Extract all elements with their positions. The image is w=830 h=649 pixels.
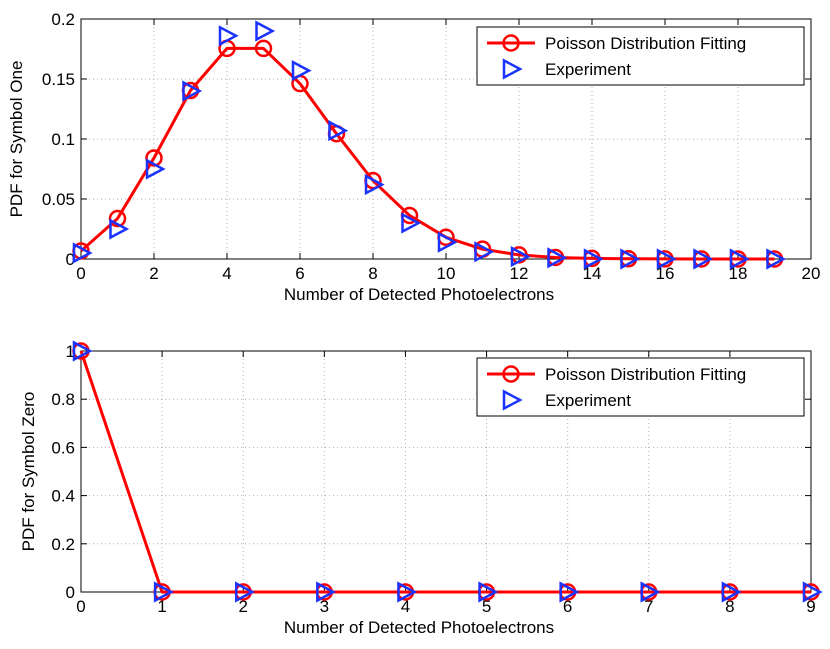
series-2-point [729,248,750,270]
x-tick-label: 9 [806,597,815,616]
series-2-point [437,231,458,253]
x-tick-label: 1 [157,597,166,616]
series-2-point [802,581,823,603]
y-axis-label: PDF for Symbol One [7,61,26,218]
x-tick-label: 20 [802,264,821,283]
series-2-point [153,581,174,603]
series-1-point [502,34,520,52]
y-axis-label: PDF for Symbol Zero [19,392,38,552]
x-tick-label: 16 [656,264,675,283]
x-axis-label: Number of Detected Photoelectrons [284,285,554,304]
series-2-point [255,20,276,42]
legend-label: Experiment [545,391,631,410]
y-tick-label: 0.8 [51,390,75,409]
y-tick-label: 0.2 [51,10,75,29]
series-2-point [620,248,641,270]
series-2-point [474,241,495,263]
series-1-point [502,365,520,383]
series-2-point [583,248,604,270]
y-tick-label: 1 [66,342,75,361]
series-2-point [478,581,499,603]
x-tick-label: 4 [222,264,231,283]
legend-label: Experiment [545,60,631,79]
x-tick-label: 2 [149,264,158,283]
series-2-point [693,248,714,270]
y-tick-label: 0 [66,250,75,269]
series-2-point [364,174,385,196]
series-2-point [328,120,349,142]
x-tick-label: 6 [563,597,572,616]
series-2-point [502,389,523,411]
series-2-point [510,246,531,268]
x-tick-label: 14 [583,264,602,283]
series-2 [72,340,823,603]
series-2-point [766,248,787,270]
y-tick-label: 0.6 [51,438,75,457]
x-tick-label: 12 [510,264,529,283]
legend-entry-1: Poisson Distribution Fitting [487,365,746,384]
x-tick-label: 10 [437,264,456,283]
series-1-line [79,350,811,594]
series-2-point [72,340,93,362]
x-tick-label: 4 [401,597,410,616]
y-tick-label: 0.05 [42,190,75,209]
x-tick-label: 7 [644,597,653,616]
series-2-point [109,218,130,240]
legend: Poisson Distribution Fitting Experiment [476,26,805,86]
legend-entry-2: Experiment [502,389,631,411]
y-tick-label: 0.1 [51,130,75,149]
x-tick-label: 2 [238,597,247,616]
x-tick-label: 8 [368,264,377,283]
series-2-point [397,581,418,603]
series-1-point [254,39,273,58]
series-2-point [640,581,661,603]
series-2-point [234,581,255,603]
x-tick-label: 0 [76,597,85,616]
series-2-point [656,248,677,270]
series-2-point [72,242,93,264]
legend-entry-2: Experiment [502,58,631,80]
series-2-point [218,25,239,47]
series-1-point [108,209,127,228]
series-2-point [145,158,166,180]
series-2-point [721,581,742,603]
x-tick-label: 3 [320,597,329,616]
series-2 [72,20,787,270]
chart-1: 0 2 4 6 8 10 12 14 16 18 20 0 0.05 0.1 0.15 0.2 Number o… [7,10,820,304]
legend: Poisson Distribution Fitting Experiment [476,357,805,417]
series-2-point [182,80,203,102]
series-2-point [316,581,336,603]
x-axis-label: Number of Detected Photoelectrons [284,618,554,637]
x-tick-label: 18 [729,264,748,283]
y-tick-label: 0.4 [51,487,75,506]
series-2-point [547,247,568,269]
legend-entry-1: Poisson Distribution Fitting [487,34,746,53]
legend-label: Poisson Distribution Fitting [545,365,746,384]
chart-2: 0 1 2 3 4 5 6 7 8 9 0 0.2 0.4 0.6 0.8 1 Number of Detect… [19,340,823,637]
legend-box [476,357,805,417]
legend-box [476,26,805,86]
y-tick-label: 0 [66,583,75,602]
series-2-point [291,60,312,82]
x-tick-label: 6 [295,264,304,283]
legend-label: Poisson Distribution Fitting [545,34,746,53]
x-tick-label: 5 [482,597,491,616]
y-tick-label: 0.15 [42,70,75,89]
y-tick-label: 0.2 [51,535,75,554]
x-tick-label: 0 [76,264,85,283]
series-2-point [502,58,523,80]
series-2-point [559,581,580,603]
series-2-point [401,212,422,234]
x-tick-label: 8 [725,597,734,616]
